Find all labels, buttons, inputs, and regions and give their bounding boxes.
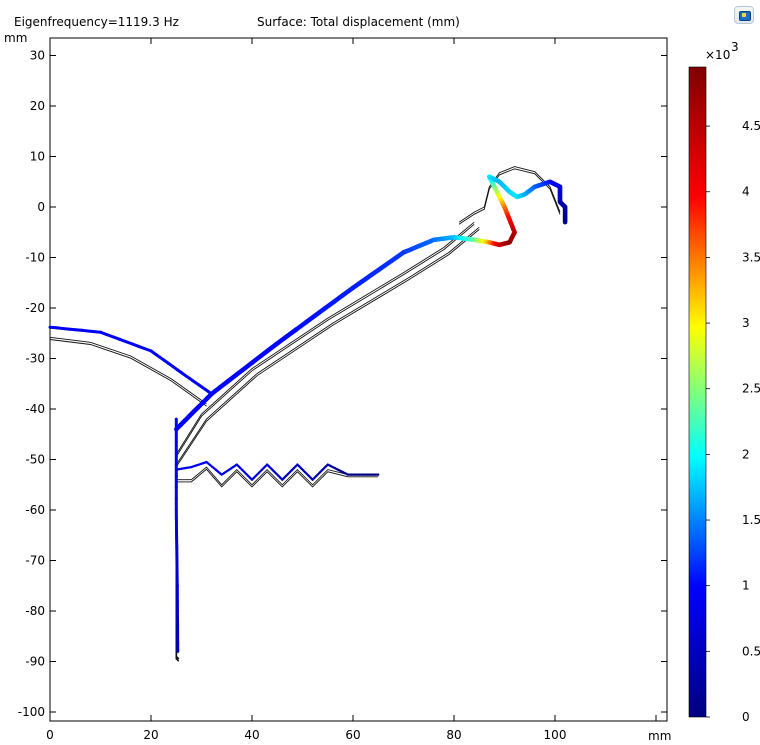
colorbar-tick-label: 1.5 [742, 513, 760, 527]
y-axis-ticks: 30 20 10 0 -10 -20 -30 -40 -50 -60 -70 -80 -90 -100 [18, 49, 667, 719]
y-tick-label: -50 [25, 453, 45, 467]
x-tick-label: 100 [544, 728, 567, 742]
deformed-spider [175, 460, 380, 481]
y-tick-label: -30 [25, 352, 45, 366]
colorbar-gradient [688, 66, 707, 718]
undeformed-roll-inner [458, 168, 561, 225]
y-tick-label: -80 [25, 604, 45, 618]
deformed-shape [48, 174, 568, 653]
undeformed-roll-outer [458, 166, 561, 223]
plot-area[interactable] [49, 37, 668, 722]
colorbar-tick-label: 0 [742, 710, 750, 724]
colorbar-tick-label: 2 [742, 447, 750, 461]
y-tick-label: -40 [25, 402, 45, 416]
undeformed-dome-outer [49, 336, 207, 405]
y-tick-label: -70 [25, 554, 45, 568]
surface-title: Surface: Total displacement (mm) [257, 15, 460, 29]
y-tick-label: 30 [30, 49, 45, 63]
x-axis-unit-label: mm [648, 729, 671, 743]
colorbar-tick-label: 4.5 [742, 119, 760, 133]
undeformed-surround-inner-inner [175, 229, 480, 468]
colorbar: ×10 3 4.5 4 3.5 3 2.5 2 1.5 1 0.5 0 [688, 40, 760, 724]
undeformed-spider-inner [176, 468, 379, 488]
colorbar-tick-label: 1 [742, 579, 750, 593]
undeformed-dome-inner [49, 339, 207, 407]
undeformed-geometry [49, 166, 561, 662]
colorbar-tick-label: 3.5 [742, 250, 760, 264]
undeformed-surround-inner-outer [175, 226, 480, 465]
export-image-icon [739, 11, 751, 21]
y-tick-label: -100 [18, 705, 45, 719]
x-tick-label: 80 [446, 728, 461, 742]
y-tick-label: -60 [25, 503, 45, 517]
colorbar-ticks: 4.5 4 3.5 3 2.5 2 1.5 1 0.5 0 [706, 119, 760, 724]
deformed-voice-coil [174, 417, 180, 653]
x-tick-label: 60 [345, 728, 360, 742]
export-image-button[interactable] [734, 6, 754, 24]
colorbar-tick-label: 2.5 [742, 382, 760, 396]
x-tick-label: 40 [244, 728, 259, 742]
colorbar-exponent-power: 3 [731, 40, 739, 54]
undeformed-surround-outer-inner [175, 223, 475, 457]
y-tick-label: 20 [30, 99, 45, 113]
deformed-dome [48, 325, 214, 396]
colorbar-exponent-base: ×10 [705, 48, 730, 62]
colorbar-tick-label: 3 [742, 316, 750, 330]
y-tick-label: -10 [25, 251, 45, 265]
y-tick-label: -90 [25, 655, 45, 669]
eigenfrequency-title: Eigenfrequency=1119.3 Hz [14, 15, 179, 29]
undeformed-spider-outer [176, 466, 379, 486]
colorbar-tick-label: 0.5 [742, 644, 760, 658]
x-tick-label: 20 [143, 728, 158, 742]
y-axis-unit-label: mm [4, 31, 27, 45]
x-tick-label: 0 [46, 728, 54, 742]
x-axis-ticks: 0 20 40 60 80 100 [46, 38, 657, 742]
y-tick-label: 10 [30, 150, 45, 164]
y-tick-label: 0 [37, 200, 45, 214]
undeformed-surround-outer-outer [175, 221, 475, 455]
deformed-surround [174, 174, 568, 432]
y-tick-label: -20 [25, 301, 45, 315]
colorbar-tick-label: 4 [742, 185, 750, 199]
